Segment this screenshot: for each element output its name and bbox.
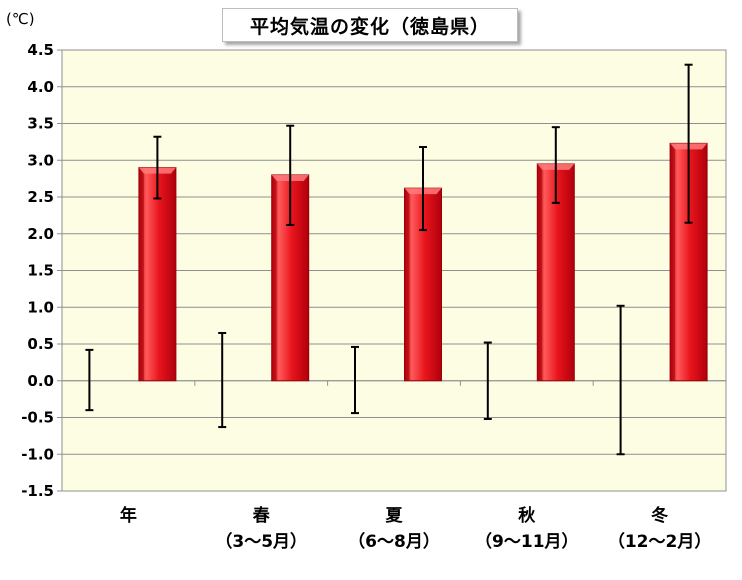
y-tick-label: -0.5: [21, 409, 54, 427]
y-tick-label: 0.5: [27, 335, 54, 353]
error-bars: [85, 63, 693, 456]
y-tick-label: 2.0: [27, 225, 54, 243]
bar-error-bar: [551, 126, 560, 204]
y-tick-label: -1.5: [21, 482, 54, 500]
category-label: 秋: [518, 505, 536, 526]
category-label: 春: [253, 505, 270, 526]
bar-series: [138, 142, 708, 382]
bar-error-bar: [419, 146, 427, 232]
bar: [138, 167, 177, 382]
y-tick-label: 3.5: [27, 115, 54, 133]
y-tick-label: 0.0: [27, 372, 54, 390]
zero-series-error-bar: [616, 304, 625, 456]
y-tick-label: 3.0: [27, 151, 54, 169]
category-label: 冬: [651, 505, 668, 526]
category-sublabel: （3〜5月）: [215, 531, 307, 552]
y-axis-ticks: 4.5 4.0 3.5 3.0 2.5 2.0 1.5 1.0 0.5 0.0 -0.5 -1.0 -1…: [21, 41, 62, 500]
category-sublabel: （12〜2月）: [608, 531, 712, 552]
category-sublabel: （6〜8月）: [348, 531, 440, 552]
bar-error-bar: [684, 63, 693, 224]
y-tick-label: 4.5: [27, 41, 54, 59]
zero-series-error-bar: [483, 341, 492, 420]
category-sublabel: （9〜11月）: [475, 531, 579, 552]
chart-title: 平均気温の変化（徳島県）: [222, 8, 518, 42]
y-axis-unit: (℃): [6, 10, 35, 28]
x-axis-labels: 年 春 （3〜5月） 夏 （6〜8月） 秋 （9〜11月） 冬 （12〜2月）: [120, 505, 711, 552]
category-label: 夏: [386, 506, 404, 526]
y-tick-label: 1.5: [27, 262, 54, 280]
bar-error-bar: [153, 135, 162, 200]
zero-series-error-bar: [85, 348, 94, 412]
bar-error-bar: [286, 124, 295, 226]
y-tick-label: -1.0: [21, 445, 54, 463]
y-tick-label: 4.0: [27, 78, 54, 96]
y-tick-label: 2.5: [27, 188, 54, 206]
category-label: 年: [120, 505, 137, 526]
zero-series-error-bar: [351, 345, 359, 415]
zero-series-error-bar: [218, 331, 227, 429]
y-tick-label: 1.0: [27, 298, 54, 316]
